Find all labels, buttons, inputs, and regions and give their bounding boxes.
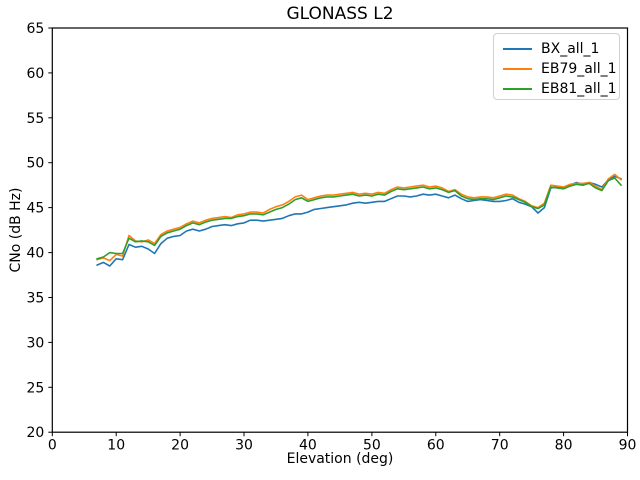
svg-text:40: 40 [299, 438, 317, 454]
svg-text:20: 20 [26, 425, 44, 441]
legend-line-eb81-icon [503, 88, 532, 90]
svg-text:55: 55 [26, 111, 44, 127]
legend-label-eb81: EB81_all_1 [541, 81, 617, 97]
legend-label-bx: BX_all_1 [541, 41, 600, 57]
svg-text:30: 30 [235, 438, 253, 454]
svg-text:10: 10 [107, 438, 125, 454]
legend-label-eb79: EB79_all_1 [541, 61, 617, 77]
svg-text:25: 25 [26, 380, 44, 396]
svg-text:90: 90 [619, 438, 637, 454]
legend-item-eb81: EB81_all_1 [503, 79, 619, 99]
svg-text:20: 20 [171, 438, 189, 454]
svg-text:65: 65 [26, 21, 44, 37]
svg-text:30: 30 [26, 335, 44, 351]
y-axis-label: CNo (dB Hz) [8, 187, 24, 273]
chart-title: GLONASS L2 [286, 4, 394, 24]
svg-text:35: 35 [26, 291, 44, 307]
svg-text:70: 70 [491, 438, 509, 454]
svg-text:40: 40 [26, 246, 44, 262]
svg-text:80: 80 [555, 438, 573, 454]
svg-text:0: 0 [48, 438, 57, 454]
legend-line-eb79-icon [503, 68, 532, 70]
svg-text:60: 60 [26, 66, 44, 82]
x-axis-label: Elevation (deg) [286, 451, 394, 467]
svg-text:45: 45 [26, 201, 44, 217]
svg-text:50: 50 [363, 438, 381, 454]
svg-text:60: 60 [427, 438, 445, 454]
legend-line-bx-icon [503, 48, 532, 50]
legend: BX_all_1 EB79_all_1 EB81_all_1 [493, 33, 620, 100]
legend-item-eb79: EB79_all_1 [503, 59, 619, 79]
legend-item-bx: BX_all_1 [503, 39, 619, 59]
svg-text:50: 50 [26, 156, 44, 172]
